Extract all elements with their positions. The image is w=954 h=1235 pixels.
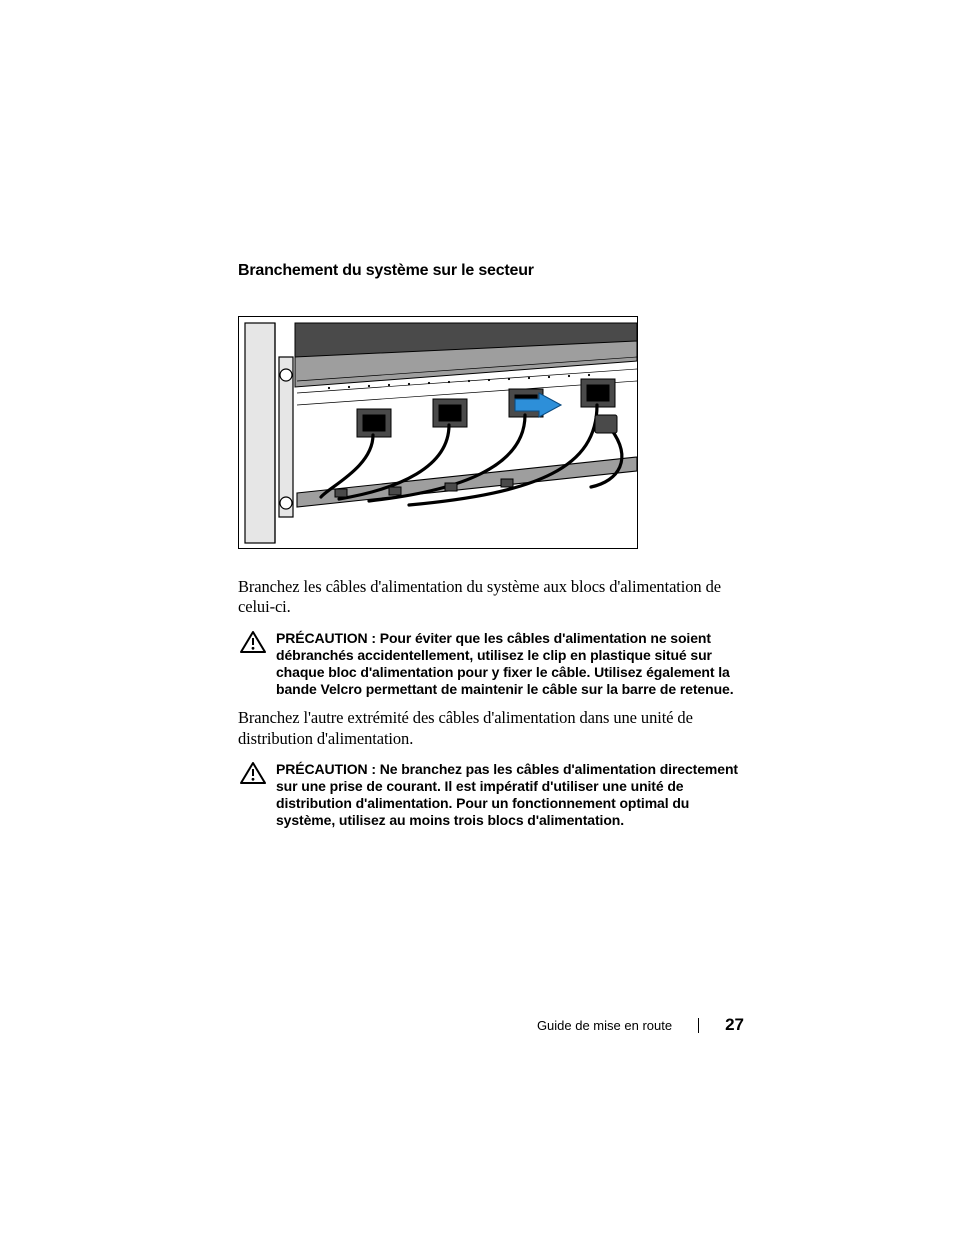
caution-block-1: PRÉCAUTION : Pour éviter que les câbles … [240,630,748,698]
caution-triangle-icon [240,630,266,654]
footer-separator [698,1018,699,1033]
section-heading: Branchement du système sur le secteur [238,262,748,280]
footer-section-title: Guide de mise en route [537,1018,672,1033]
caution-lead-2: PRÉCAUTION : [276,761,380,777]
page-footer: Guide de mise en route 27 [0,1015,954,1035]
caution-block-2: PRÉCAUTION : Ne branchez pas les câbles … [240,761,748,829]
body-paragraph-1: Branchez les câbles d'alimentation du sy… [238,577,748,618]
figure-power-connection [238,316,638,549]
caution-text-2: PRÉCAUTION : Ne branchez pas les câbles … [276,761,748,829]
content-column: Branchement du système sur le secteur [238,262,748,829]
document-page: Branchement du système sur le secteur [0,0,954,1235]
body-paragraph-2: Branchez l'autre extrémité des câbles d'… [238,708,748,749]
technical-illustration [239,317,638,549]
footer-page-number: 27 [725,1015,744,1034]
caution-lead-1: PRÉCAUTION : [276,630,380,646]
caution-text-1: PRÉCAUTION : Pour éviter que les câbles … [276,630,748,698]
caution-triangle-icon [240,761,266,785]
